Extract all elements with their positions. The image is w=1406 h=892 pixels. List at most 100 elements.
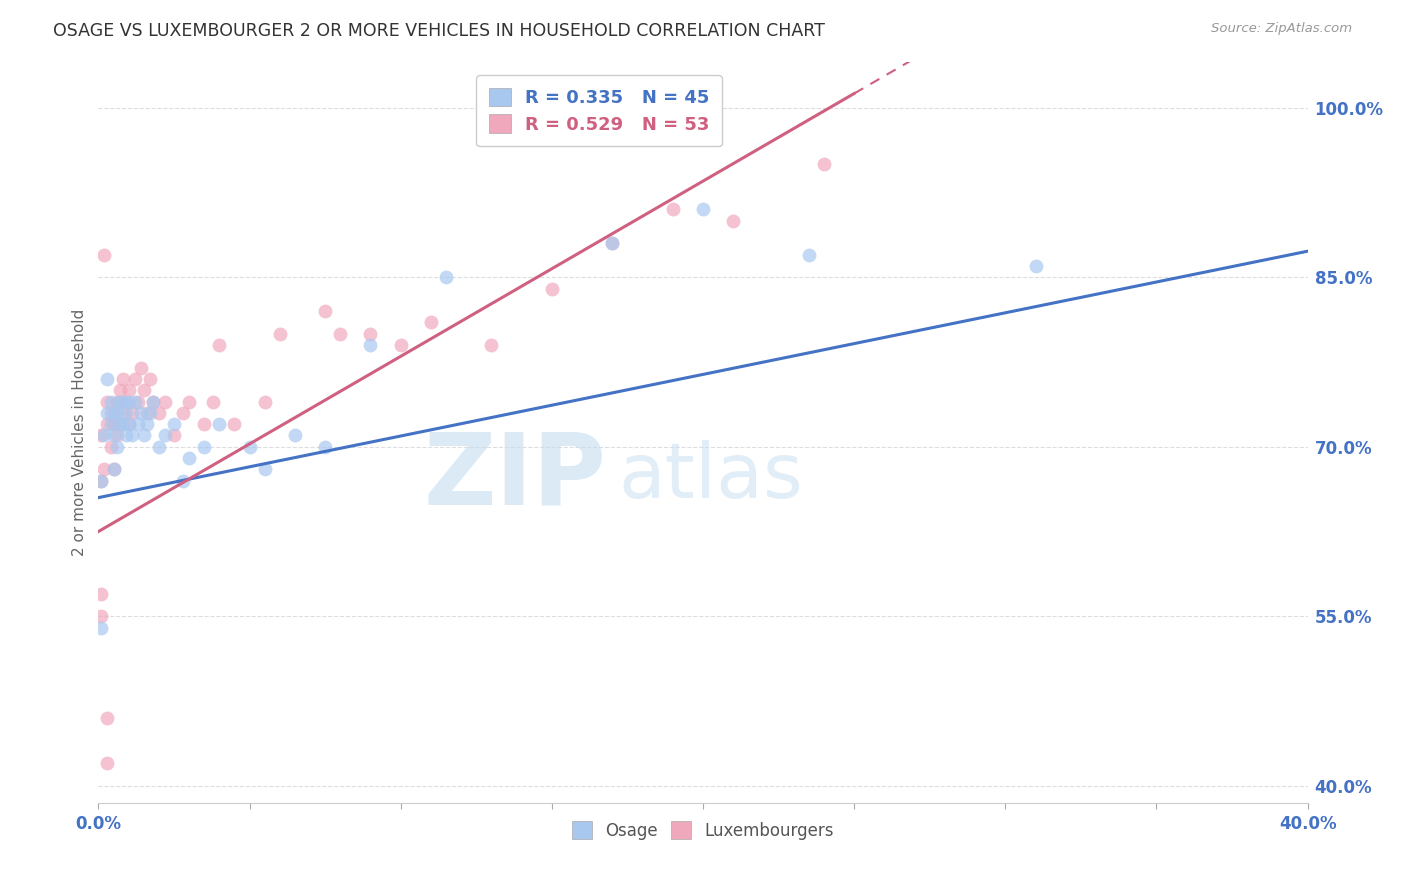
Point <box>90 609 112 624</box>
Point <box>105 428 128 442</box>
Point <box>129 406 152 420</box>
Point <box>105 394 128 409</box>
Point <box>118 394 141 409</box>
Point <box>118 383 141 397</box>
Point <box>139 372 162 386</box>
Point <box>540 281 562 295</box>
Point <box>797 247 820 261</box>
Point <box>314 440 336 454</box>
Point <box>813 157 835 171</box>
Point <box>103 462 125 476</box>
Point <box>118 417 141 431</box>
Point <box>108 417 131 431</box>
Point <box>111 406 134 420</box>
Point <box>208 338 231 352</box>
Point <box>139 406 162 420</box>
Point <box>269 326 291 341</box>
Point <box>100 394 122 409</box>
Point <box>284 428 307 442</box>
Point <box>96 711 118 725</box>
Text: atlas: atlas <box>619 440 803 514</box>
Point <box>90 621 112 635</box>
Point <box>127 417 149 431</box>
Point <box>172 406 194 420</box>
Point <box>108 383 131 397</box>
Point <box>142 394 165 409</box>
Point <box>114 428 136 442</box>
Point <box>103 462 125 476</box>
Point <box>114 394 136 409</box>
Y-axis label: 2 or more Vehicles in Household: 2 or more Vehicles in Household <box>72 309 87 557</box>
Point <box>239 440 262 454</box>
Point <box>142 394 165 409</box>
Point <box>90 474 112 488</box>
Point <box>193 440 215 454</box>
Point <box>129 360 152 375</box>
Point <box>661 202 683 217</box>
Point <box>111 394 134 409</box>
Point <box>329 326 352 341</box>
Point <box>124 372 146 386</box>
Point <box>202 394 225 409</box>
Point <box>314 304 336 318</box>
Point <box>148 440 170 454</box>
Point <box>96 394 118 409</box>
Point <box>96 756 118 771</box>
Point <box>121 428 143 442</box>
Point <box>172 474 194 488</box>
Point <box>108 394 131 409</box>
Point <box>111 372 134 386</box>
Point <box>93 462 115 476</box>
Point <box>124 394 146 409</box>
Point <box>179 451 201 466</box>
Point <box>253 394 276 409</box>
Point <box>127 394 149 409</box>
Point <box>1024 259 1046 273</box>
Point <box>96 406 118 420</box>
Point <box>420 315 443 329</box>
Point <box>163 428 186 442</box>
Point <box>153 394 176 409</box>
Point <box>434 270 457 285</box>
Point <box>105 406 128 420</box>
Point <box>389 338 412 352</box>
Point <box>602 236 624 251</box>
Point <box>96 372 118 386</box>
Text: ZIP: ZIP <box>423 428 606 525</box>
Point <box>481 338 503 352</box>
Text: OSAGE VS LUXEMBOURGER 2 OR MORE VEHICLES IN HOUSEHOLD CORRELATION CHART: OSAGE VS LUXEMBOURGER 2 OR MORE VEHICLES… <box>53 22 825 40</box>
Point <box>253 462 276 476</box>
Point <box>193 417 215 431</box>
Point <box>93 428 115 442</box>
Text: Source: ZipAtlas.com: Source: ZipAtlas.com <box>1212 22 1353 36</box>
Point <box>108 417 131 431</box>
Point <box>100 406 122 420</box>
Point <box>90 474 112 488</box>
Point <box>692 202 714 217</box>
Point <box>121 406 143 420</box>
Legend: Osage, Luxembourgers: Osage, Luxembourgers <box>565 814 841 847</box>
Point <box>602 236 624 251</box>
Point <box>135 406 157 420</box>
Point <box>153 428 176 442</box>
Point <box>723 213 745 227</box>
Point <box>224 417 246 431</box>
Point <box>163 417 186 431</box>
Point <box>118 417 141 431</box>
Point <box>103 417 125 431</box>
Point <box>179 394 201 409</box>
Point <box>100 440 122 454</box>
Point <box>96 417 118 431</box>
Point <box>111 417 134 431</box>
Point <box>360 338 382 352</box>
Point <box>148 406 170 420</box>
Point <box>90 587 112 601</box>
Point <box>132 383 155 397</box>
Point <box>103 428 125 442</box>
Point <box>90 428 112 442</box>
Point <box>135 417 157 431</box>
Point <box>132 428 155 442</box>
Point <box>100 417 122 431</box>
Point <box>208 417 231 431</box>
Point <box>360 326 382 341</box>
